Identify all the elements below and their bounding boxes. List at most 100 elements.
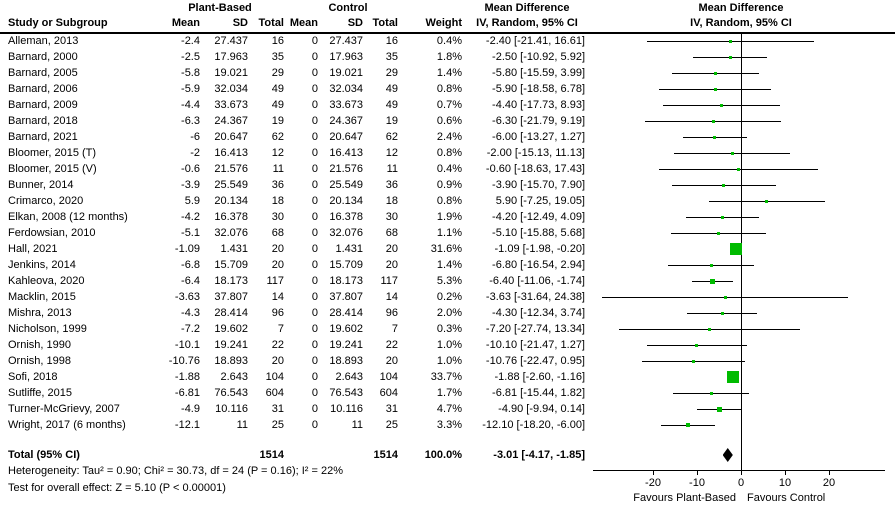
study-mean2: 0 [311, 67, 318, 79]
group1-header: Plant-Based [188, 2, 252, 14]
study-weight: 0.3% [436, 323, 462, 335]
study-md-ci: -1.09 [-1.98, -0.20] [494, 243, 586, 255]
study-sd1: 16.413 [214, 147, 248, 159]
study-column-header: Study or Subgroup [8, 17, 108, 29]
study-mean2: 0 [311, 339, 318, 351]
study-name: Bunner, 2014 [8, 179, 74, 191]
study-weight: 0.8% [436, 83, 462, 95]
effect-square [722, 183, 726, 187]
study-mean1: -4.9 [181, 403, 200, 415]
heterogeneity-text: Heterogeneity: Tau² = 0.90; Chi² = 30.73… [8, 465, 343, 477]
total-row: Total (95% CI) 1514 1514 100.0% -3.01 [-… [0, 447, 895, 463]
table-row: Alleman, 2013 -2.4 27.437 16 0 27.437 16 0.4% -2… [0, 33, 895, 49]
study-sd1: 24.367 [214, 115, 248, 127]
study-weight: 2.0% [436, 307, 462, 319]
study-name: Mishra, 2013 [8, 307, 72, 319]
study-name: Alleman, 2013 [8, 35, 79, 47]
study-total2: 14 [385, 291, 398, 303]
study-total1: 604 [265, 387, 284, 399]
study-mean1: -4.2 [181, 211, 200, 223]
study-total1: 20 [271, 355, 284, 367]
table-row: Bunner, 2014 -3.9 25.549 36 0 25.549 36 0.9% -3.… [0, 177, 895, 193]
study-total1: 19 [271, 115, 284, 127]
sd2-header: SD [347, 17, 363, 29]
study-total2: 19 [385, 115, 398, 127]
study-weight: 1.4% [436, 67, 462, 79]
study-mean1: -12.1 [174, 419, 200, 431]
study-sd2: 20.134 [329, 195, 363, 207]
effect-square [728, 39, 732, 43]
study-sd1: 20.647 [214, 131, 248, 143]
overall-effect-text: Test for overall effect: Z = 5.10 (P < 0… [8, 482, 226, 494]
table-row: Bloomer, 2015 (T) -2 16.413 12 0 16.413 12 0.8%… [0, 145, 895, 161]
study-total2: 11 [386, 163, 398, 175]
study-mean1: -10.1 [174, 339, 200, 351]
study-mean2: 0 [311, 131, 318, 143]
effect-square [765, 199, 769, 203]
study-mean2: 0 [311, 355, 318, 367]
study-sd2: 25.549 [329, 179, 363, 191]
study-sd2: 76.543 [329, 387, 363, 399]
total-n1: 1514 [259, 449, 284, 461]
study-md-ci: -5.90 [-18.58, 6.78] [492, 83, 585, 95]
table-row: Barnard, 2018 -6.3 24.367 19 0 24.367 19 0.6% -6… [0, 113, 895, 129]
study-md-ci: -5.80 [-15.59, 3.99] [492, 67, 585, 79]
total2-header: Total [372, 17, 398, 29]
study-total1: 11 [272, 163, 284, 175]
x-tick [653, 470, 654, 475]
study-mean1: -1.88 [174, 371, 200, 383]
study-md-ci: -10.76 [-22.47, 0.95] [485, 355, 585, 367]
effect-square [710, 278, 716, 284]
table-row: Bloomer, 2015 (V) -0.6 21.576 11 0 21.576 11 0.… [0, 161, 895, 177]
study-mean1: -2 [190, 147, 200, 159]
study-sd2: 32.034 [329, 83, 363, 95]
study-sd2: 33.673 [329, 99, 363, 111]
table-row: Barnard, 2006 -5.9 32.034 49 0 32.034 49 0.8% -5… [0, 81, 895, 97]
study-sd1: 10.116 [215, 403, 248, 415]
study-sd1: 1.431 [220, 243, 248, 255]
study-sd1: 76.543 [214, 387, 248, 399]
study-sd1: 32.034 [214, 83, 248, 95]
table-row: Wright, 2017 (6 months) -12.1 11 25 0 11 25 3.3… [0, 417, 895, 433]
study-weight: 2.4% [436, 131, 462, 143]
table-row: Ornish, 1990 -10.1 19.241 22 0 19.241 22 1.0% -1… [0, 337, 895, 353]
study-weight: 1.9% [436, 211, 462, 223]
effect-square [728, 55, 732, 59]
study-total1: 68 [271, 227, 284, 239]
study-mean2: 0 [311, 51, 318, 63]
study-weight: 1.0% [436, 355, 462, 367]
study-weight: 0.7% [436, 99, 462, 111]
effect-square [713, 71, 717, 75]
study-total1: 117 [266, 275, 284, 287]
study-weight: 1.8% [436, 51, 462, 63]
study-md-ci: -4.90 [-9.94, 0.14] [498, 403, 585, 415]
study-name: Jenkins, 2014 [8, 259, 76, 271]
study-sd1: 19.241 [214, 339, 248, 351]
study-total2: 117 [380, 275, 398, 287]
study-sd2: 16.413 [329, 147, 363, 159]
effect-square [709, 263, 713, 267]
study-weight: 0.9% [436, 179, 462, 191]
study-name: Kahleova, 2020 [8, 275, 85, 287]
effect-square [720, 103, 724, 107]
study-total2: 22 [385, 339, 398, 351]
study-mean1: -6.81 [174, 387, 200, 399]
study-mean1: -10.76 [168, 355, 200, 367]
study-name: Sutliffe, 2015 [8, 387, 73, 399]
study-name: Hall, 2021 [8, 243, 58, 255]
study-mean2: 0 [311, 323, 318, 335]
study-total2: 68 [385, 227, 398, 239]
effect-square [730, 151, 734, 155]
study-weight: 4.7% [436, 403, 462, 415]
study-sd1: 21.576 [214, 163, 248, 175]
effect-square [685, 423, 690, 427]
study-total2: 16 [385, 35, 398, 47]
study-mean2: 0 [311, 387, 318, 399]
study-total1: 18 [271, 195, 284, 207]
study-weight: 3.3% [436, 419, 462, 431]
study-md-ci: 5.90 [-7.25, 19.05] [495, 195, 585, 207]
study-sd2: 37.807 [329, 291, 363, 303]
study-sd2: 17.963 [329, 51, 363, 63]
study-total1: 49 [271, 99, 284, 111]
study-total2: 104 [379, 371, 398, 383]
